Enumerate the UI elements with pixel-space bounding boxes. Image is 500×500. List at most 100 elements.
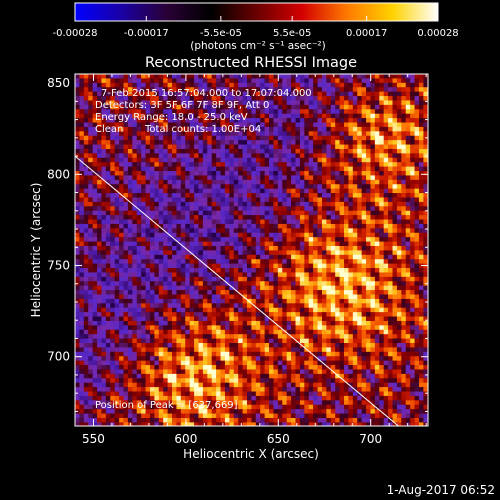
heatmap-cell bbox=[317, 272, 323, 278]
heatmap-cell bbox=[264, 307, 270, 313]
heatmap-cell bbox=[352, 78, 358, 84]
heatmap-cell bbox=[149, 91, 155, 97]
heatmap-cell bbox=[357, 259, 362, 264]
heatmap-cell bbox=[410, 263, 415, 269]
heatmap-cell bbox=[313, 281, 318, 286]
heatmap-cell bbox=[119, 166, 124, 172]
heatmap-cell bbox=[366, 162, 371, 167]
heatmap-cell bbox=[264, 184, 270, 189]
heatmap-cell bbox=[79, 166, 85, 172]
heatmap-cell bbox=[246, 179, 252, 185]
heatmap-cell bbox=[361, 162, 367, 167]
heatmap-cell bbox=[211, 276, 217, 282]
heatmap-cell bbox=[295, 215, 301, 220]
heatmap-cell bbox=[119, 334, 124, 339]
heatmap-cell bbox=[291, 290, 296, 295]
heatmap-cell bbox=[88, 276, 93, 282]
heatmap-cell bbox=[97, 91, 102, 97]
heatmap-cell bbox=[180, 109, 186, 114]
heatmap-cell bbox=[352, 320, 358, 326]
heatmap-cell bbox=[361, 263, 367, 269]
heatmap-cell bbox=[79, 228, 85, 234]
heatmap-cell bbox=[220, 237, 226, 242]
heatmap-cell bbox=[211, 223, 217, 229]
heatmap-cell bbox=[383, 96, 389, 101]
heatmap-cell bbox=[105, 303, 111, 309]
heatmap-cell bbox=[388, 294, 393, 300]
heatmap-cell bbox=[110, 184, 115, 189]
heatmap-cell bbox=[123, 118, 129, 123]
heatmap-cell bbox=[282, 74, 287, 79]
heatmap-cells bbox=[75, 74, 428, 426]
heatmap-cell bbox=[132, 316, 138, 322]
heatmap-cell bbox=[123, 197, 129, 203]
heatmap-cell bbox=[127, 153, 133, 159]
heatmap-cell bbox=[304, 334, 310, 339]
heatmap-cell bbox=[83, 338, 89, 344]
heatmap-cell bbox=[308, 210, 314, 216]
heatmap-cell bbox=[304, 104, 310, 110]
heatmap-cell bbox=[291, 171, 296, 176]
heatmap-cell bbox=[295, 118, 301, 123]
heatmap-cell bbox=[379, 91, 384, 97]
heatmap-cell bbox=[216, 188, 221, 194]
heatmap-cell bbox=[295, 276, 301, 282]
heatmap-cell bbox=[366, 215, 371, 220]
heatmap-cell bbox=[145, 285, 151, 291]
heatmap-cell bbox=[79, 245, 85, 251]
heatmap-cell bbox=[414, 285, 420, 291]
heatmap-cell bbox=[405, 334, 411, 339]
heatmap-cell bbox=[220, 320, 226, 326]
heatmap-cell bbox=[396, 219, 402, 225]
heatmap-cell bbox=[374, 87, 380, 92]
heatmap-cell bbox=[321, 254, 327, 260]
heatmap-cell bbox=[304, 96, 310, 101]
heatmap-cell bbox=[264, 320, 270, 326]
heatmap-cell bbox=[202, 338, 208, 344]
heatmap-cell bbox=[414, 100, 420, 106]
heatmap-cell bbox=[110, 193, 115, 198]
heatmap-cell bbox=[251, 294, 257, 300]
heatmap-cell bbox=[344, 175, 349, 181]
heatmap-cell bbox=[75, 188, 80, 194]
heatmap-cell bbox=[410, 113, 415, 119]
heatmap-cell bbox=[321, 171, 327, 176]
heatmap-cell bbox=[317, 153, 323, 159]
heatmap-cell bbox=[110, 188, 115, 194]
heatmap-cell bbox=[335, 281, 340, 286]
heatmap-cell bbox=[392, 122, 398, 128]
heatmap-cell bbox=[75, 140, 80, 145]
heatmap-cell bbox=[172, 245, 177, 251]
heatmap-cell bbox=[352, 197, 358, 203]
heatmap-cell bbox=[374, 268, 380, 273]
heatmap-cell bbox=[374, 343, 380, 348]
heatmap-cell bbox=[88, 298, 93, 304]
heatmap-cell bbox=[92, 91, 98, 97]
heatmap-cell bbox=[136, 276, 142, 282]
heatmap-cell bbox=[167, 303, 173, 309]
heatmap-cell bbox=[405, 113, 411, 119]
heatmap-cell bbox=[176, 303, 182, 309]
heatmap-cell bbox=[79, 223, 85, 229]
heatmap-cell bbox=[83, 263, 89, 269]
heatmap-cell bbox=[286, 100, 292, 106]
heatmap-cell bbox=[344, 126, 349, 132]
heatmap-cell bbox=[326, 179, 332, 185]
heatmap-cell bbox=[158, 272, 164, 278]
heatmap-cell bbox=[202, 140, 208, 145]
heatmap-cell bbox=[260, 228, 265, 234]
heatmap-cell bbox=[167, 175, 173, 181]
heatmap-cell bbox=[361, 312, 367, 317]
heatmap-cell bbox=[282, 78, 287, 84]
heatmap-cell bbox=[114, 109, 120, 114]
heatmap-cell bbox=[149, 316, 155, 322]
heatmap-cell bbox=[233, 113, 239, 119]
heatmap-cell bbox=[75, 254, 80, 260]
heatmap-cell bbox=[163, 109, 168, 114]
heatmap-cell bbox=[141, 197, 146, 203]
heatmap-cell bbox=[401, 237, 407, 242]
heatmap-cell bbox=[282, 144, 287, 150]
heatmap-cell bbox=[260, 329, 265, 335]
heatmap-cell bbox=[352, 329, 358, 335]
heatmap-cell bbox=[366, 312, 371, 317]
